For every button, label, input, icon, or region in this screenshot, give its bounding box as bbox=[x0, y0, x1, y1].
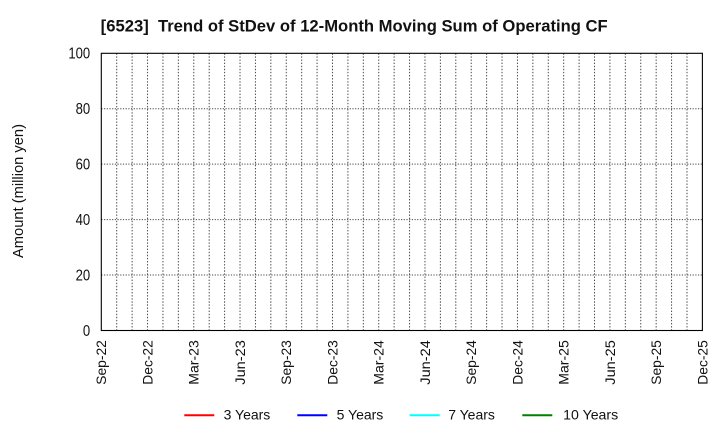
svg-text:7 Years: 7 Years bbox=[448, 407, 495, 423]
svg-text:Mar-24: Mar-24 bbox=[372, 340, 388, 385]
svg-text:[6523] Trend of StDev of 12-M: [6523] Trend of StDev of 12-Month Moving… bbox=[101, 18, 608, 36]
svg-text:Mar-25: Mar-25 bbox=[557, 340, 573, 385]
svg-text:Dec-22: Dec-22 bbox=[140, 340, 156, 385]
svg-text:5 Years: 5 Years bbox=[337, 407, 384, 423]
svg-text:60: 60 bbox=[76, 157, 91, 174]
svg-text:Dec-25: Dec-25 bbox=[695, 340, 711, 385]
svg-text:Sep-22: Sep-22 bbox=[94, 340, 110, 385]
svg-text:Sep-24: Sep-24 bbox=[464, 340, 480, 385]
svg-text:Jun-24: Jun-24 bbox=[418, 340, 434, 385]
svg-text:100: 100 bbox=[68, 46, 90, 63]
svg-text:10 Years: 10 Years bbox=[563, 407, 618, 423]
svg-text:Mar-23: Mar-23 bbox=[187, 340, 203, 385]
svg-text:40: 40 bbox=[76, 212, 91, 229]
svg-text:Amount (million yen): Amount (million yen) bbox=[10, 124, 27, 258]
svg-text:Sep-23: Sep-23 bbox=[279, 340, 295, 385]
svg-text:Jun-25: Jun-25 bbox=[603, 340, 619, 385]
svg-text:20: 20 bbox=[76, 267, 91, 284]
svg-text:80: 80 bbox=[76, 101, 91, 118]
svg-text:3 Years: 3 Years bbox=[224, 407, 271, 423]
svg-text:Dec-24: Dec-24 bbox=[510, 340, 526, 385]
svg-text:Jun-23: Jun-23 bbox=[233, 340, 249, 385]
svg-text:Sep-25: Sep-25 bbox=[649, 340, 665, 385]
svg-text:0: 0 bbox=[83, 323, 91, 340]
svg-text:Dec-23: Dec-23 bbox=[325, 340, 341, 385]
